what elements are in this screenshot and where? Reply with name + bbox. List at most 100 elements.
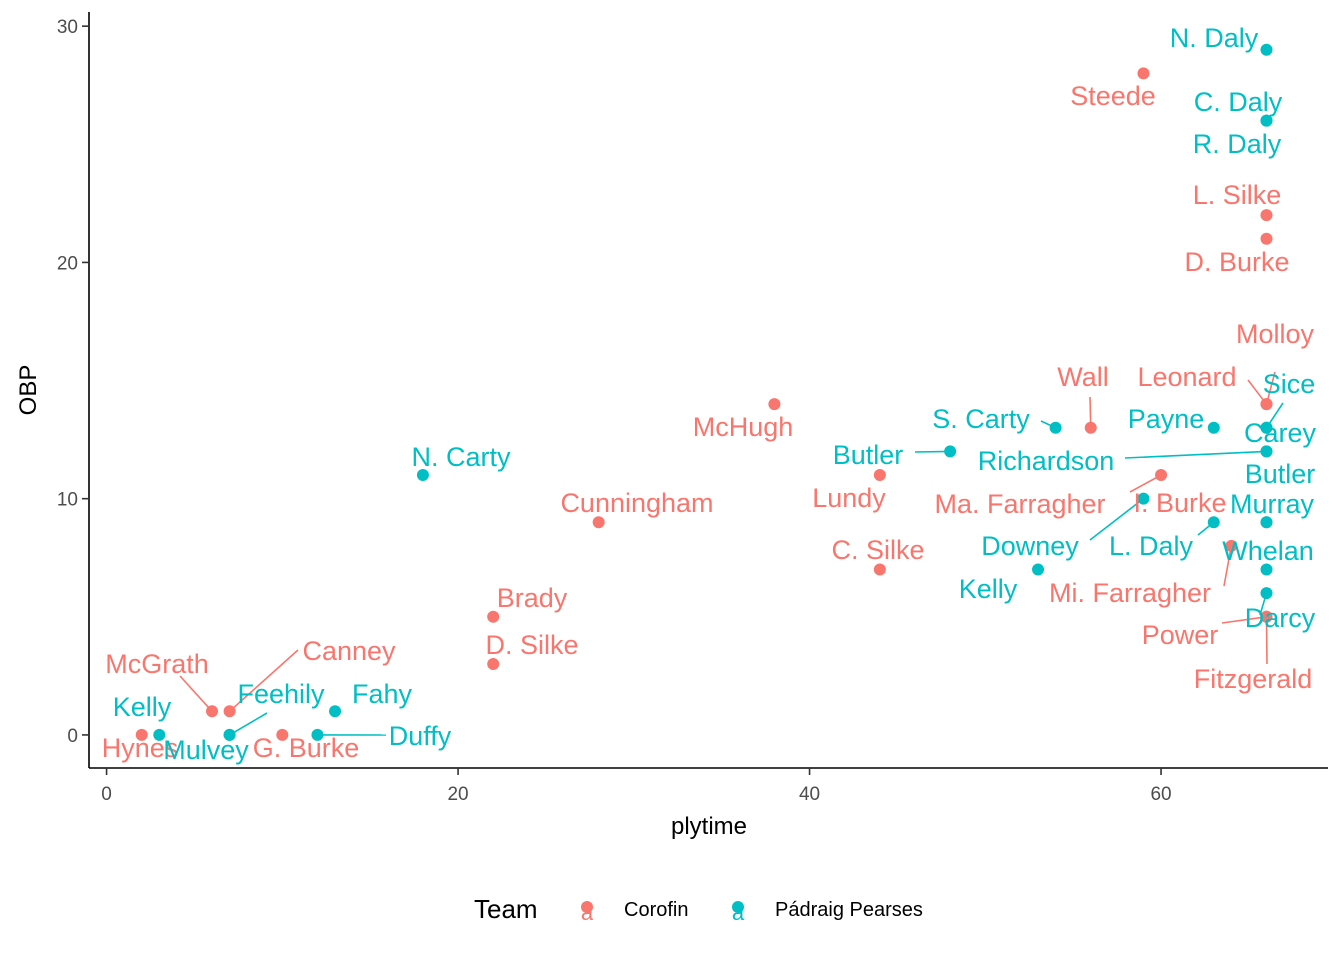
point-corofin (592, 516, 605, 529)
point-label-corofin: Molloy (1236, 319, 1315, 349)
point-p-draig-pearses (1260, 563, 1273, 576)
point-corofin (487, 610, 500, 623)
point-corofin (135, 728, 148, 741)
point-corofin (768, 398, 781, 411)
point-p-draig-pearses (1207, 421, 1220, 434)
point-label-p-draig-pearses: Carey (1244, 418, 1317, 448)
y-axis-title: OBP (15, 365, 42, 416)
point-p-draig-pearses (1137, 492, 1150, 505)
leader-line-corofin (1221, 616, 1267, 624)
point-label-corofin: I. Burke (1133, 488, 1226, 518)
point-label-p-draig-pearses: Mulvey (163, 735, 249, 765)
point-label-corofin: Mi. Farragher (1049, 578, 1211, 608)
legend-item-corofin: a Corofin (581, 899, 689, 925)
point-label-corofin: Steede (1070, 81, 1156, 111)
point-corofin (1260, 232, 1273, 245)
point-label-p-draig-pearses: C. Daly (1194, 87, 1283, 117)
x-axis-title: plytime (671, 813, 747, 840)
point-label-p-draig-pearses: R. Daly (1193, 129, 1282, 159)
y-tick-label: 0 (67, 726, 78, 747)
point-label-p-draig-pearses: Feehily (237, 679, 325, 709)
point-label-p-draig-pearses: Whelan (1222, 536, 1314, 566)
x-axis-ticks: 0 20 40 60 (101, 768, 1172, 805)
leader-line-corofin (179, 675, 213, 712)
point-p-draig-pearses (1207, 516, 1220, 529)
point-label-p-draig-pearses: Darcy (1245, 603, 1316, 633)
point-label-p-draig-pearses: Fahy (352, 679, 413, 709)
point-label-p-draig-pearses: Kelly (959, 574, 1018, 604)
plot-panel (88, 12, 1328, 769)
point-corofin (1260, 209, 1273, 222)
point-label-corofin: Cunningham (560, 488, 713, 518)
point-label-p-draig-pearses: L. Daly (1109, 531, 1194, 561)
point-label-corofin: L. Silke (1193, 180, 1282, 210)
point-p-draig-pearses (1049, 421, 1062, 434)
point-label-p-draig-pearses: Murray (1230, 489, 1315, 519)
point-label-p-draig-pearses: S. Carty (932, 404, 1030, 434)
x-tick-label: 40 (799, 784, 820, 805)
y-tick-label: 30 (57, 17, 78, 38)
point-corofin (1084, 421, 1097, 434)
legend-key-corofin (581, 901, 593, 913)
leader-line-corofin (1265, 616, 1268, 665)
point-label-corofin: Leonard (1137, 362, 1236, 392)
point-corofin (873, 563, 886, 576)
point-label-p-draig-pearses: Payne (1128, 404, 1205, 434)
point-label-corofin: Ma. Farragher (934, 489, 1105, 519)
point-label-corofin: D. Silke (485, 630, 578, 660)
point-corofin (276, 728, 289, 741)
leader-line-corofin (229, 649, 299, 712)
legend: Team a Corofin a Pádraig Pearses (474, 894, 923, 925)
data-points (135, 43, 1273, 741)
point-p-draig-pearses (223, 728, 236, 741)
y-axis-ticks: 0 10 20 30 (57, 17, 89, 747)
point-corofin (1155, 469, 1168, 482)
y-tick-label: 20 (57, 253, 78, 274)
leader-line-corofin (1223, 545, 1233, 587)
point-p-draig-pearses (311, 728, 324, 741)
leader-line-p-draig-pearses (229, 712, 268, 736)
point-p-draig-pearses (329, 705, 342, 718)
point-corofin (1260, 610, 1273, 623)
x-tick-label: 0 (101, 784, 112, 805)
point-corofin (1137, 67, 1150, 80)
point-label-p-draig-pearses: Downey (981, 531, 1079, 561)
legend-title: Team (474, 894, 538, 924)
y-tick-label: 10 (57, 490, 78, 511)
point-label-p-draig-pearses: N. Daly (1170, 23, 1259, 53)
point-corofin (223, 705, 236, 718)
point-label-corofin: Power (1142, 620, 1219, 650)
point-p-draig-pearses (1260, 445, 1273, 458)
point-p-draig-pearses (153, 728, 166, 741)
point-label-corofin: G. Burke (253, 733, 360, 763)
point-label-p-draig-pearses: N. Carty (411, 442, 511, 472)
point-label-corofin: McHugh (693, 412, 794, 442)
point-label-corofin: D. Burke (1184, 247, 1289, 277)
point-corofin (206, 705, 219, 718)
point-p-draig-pearses (1260, 516, 1273, 529)
point-corofin (1225, 539, 1238, 552)
point-label-corofin: Wall (1057, 362, 1109, 392)
point-p-draig-pearses (1260, 114, 1273, 127)
legend-label-padraig-pearses: Pádraig Pearses (775, 899, 923, 921)
x-tick-label: 20 (447, 784, 468, 805)
point-corofin (1260, 398, 1273, 411)
point-label-corofin: Canney (302, 636, 396, 666)
leader-line-p-draig-pearses (1089, 498, 1144, 541)
point-label-p-draig-pearses: Butler (1245, 459, 1316, 489)
point-label-p-draig-pearses: Richardson (978, 446, 1115, 476)
legend-key-glyph-padraig-pearses: a (732, 900, 745, 925)
point-label-corofin: Hynes (102, 733, 179, 763)
point-label-p-draig-pearses: Duffy (389, 721, 452, 751)
point-p-draig-pearses (1260, 43, 1273, 56)
point-label-corofin: Brady (497, 583, 568, 613)
point-label-corofin: McGrath (105, 649, 209, 679)
point-label-p-draig-pearses: Sice (1263, 369, 1316, 399)
point-p-draig-pearses (1032, 563, 1045, 576)
point-corofin (487, 658, 500, 671)
point-label-corofin: C. Silke (831, 535, 924, 565)
point-p-draig-pearses (944, 445, 957, 458)
point-p-draig-pearses (416, 469, 429, 482)
